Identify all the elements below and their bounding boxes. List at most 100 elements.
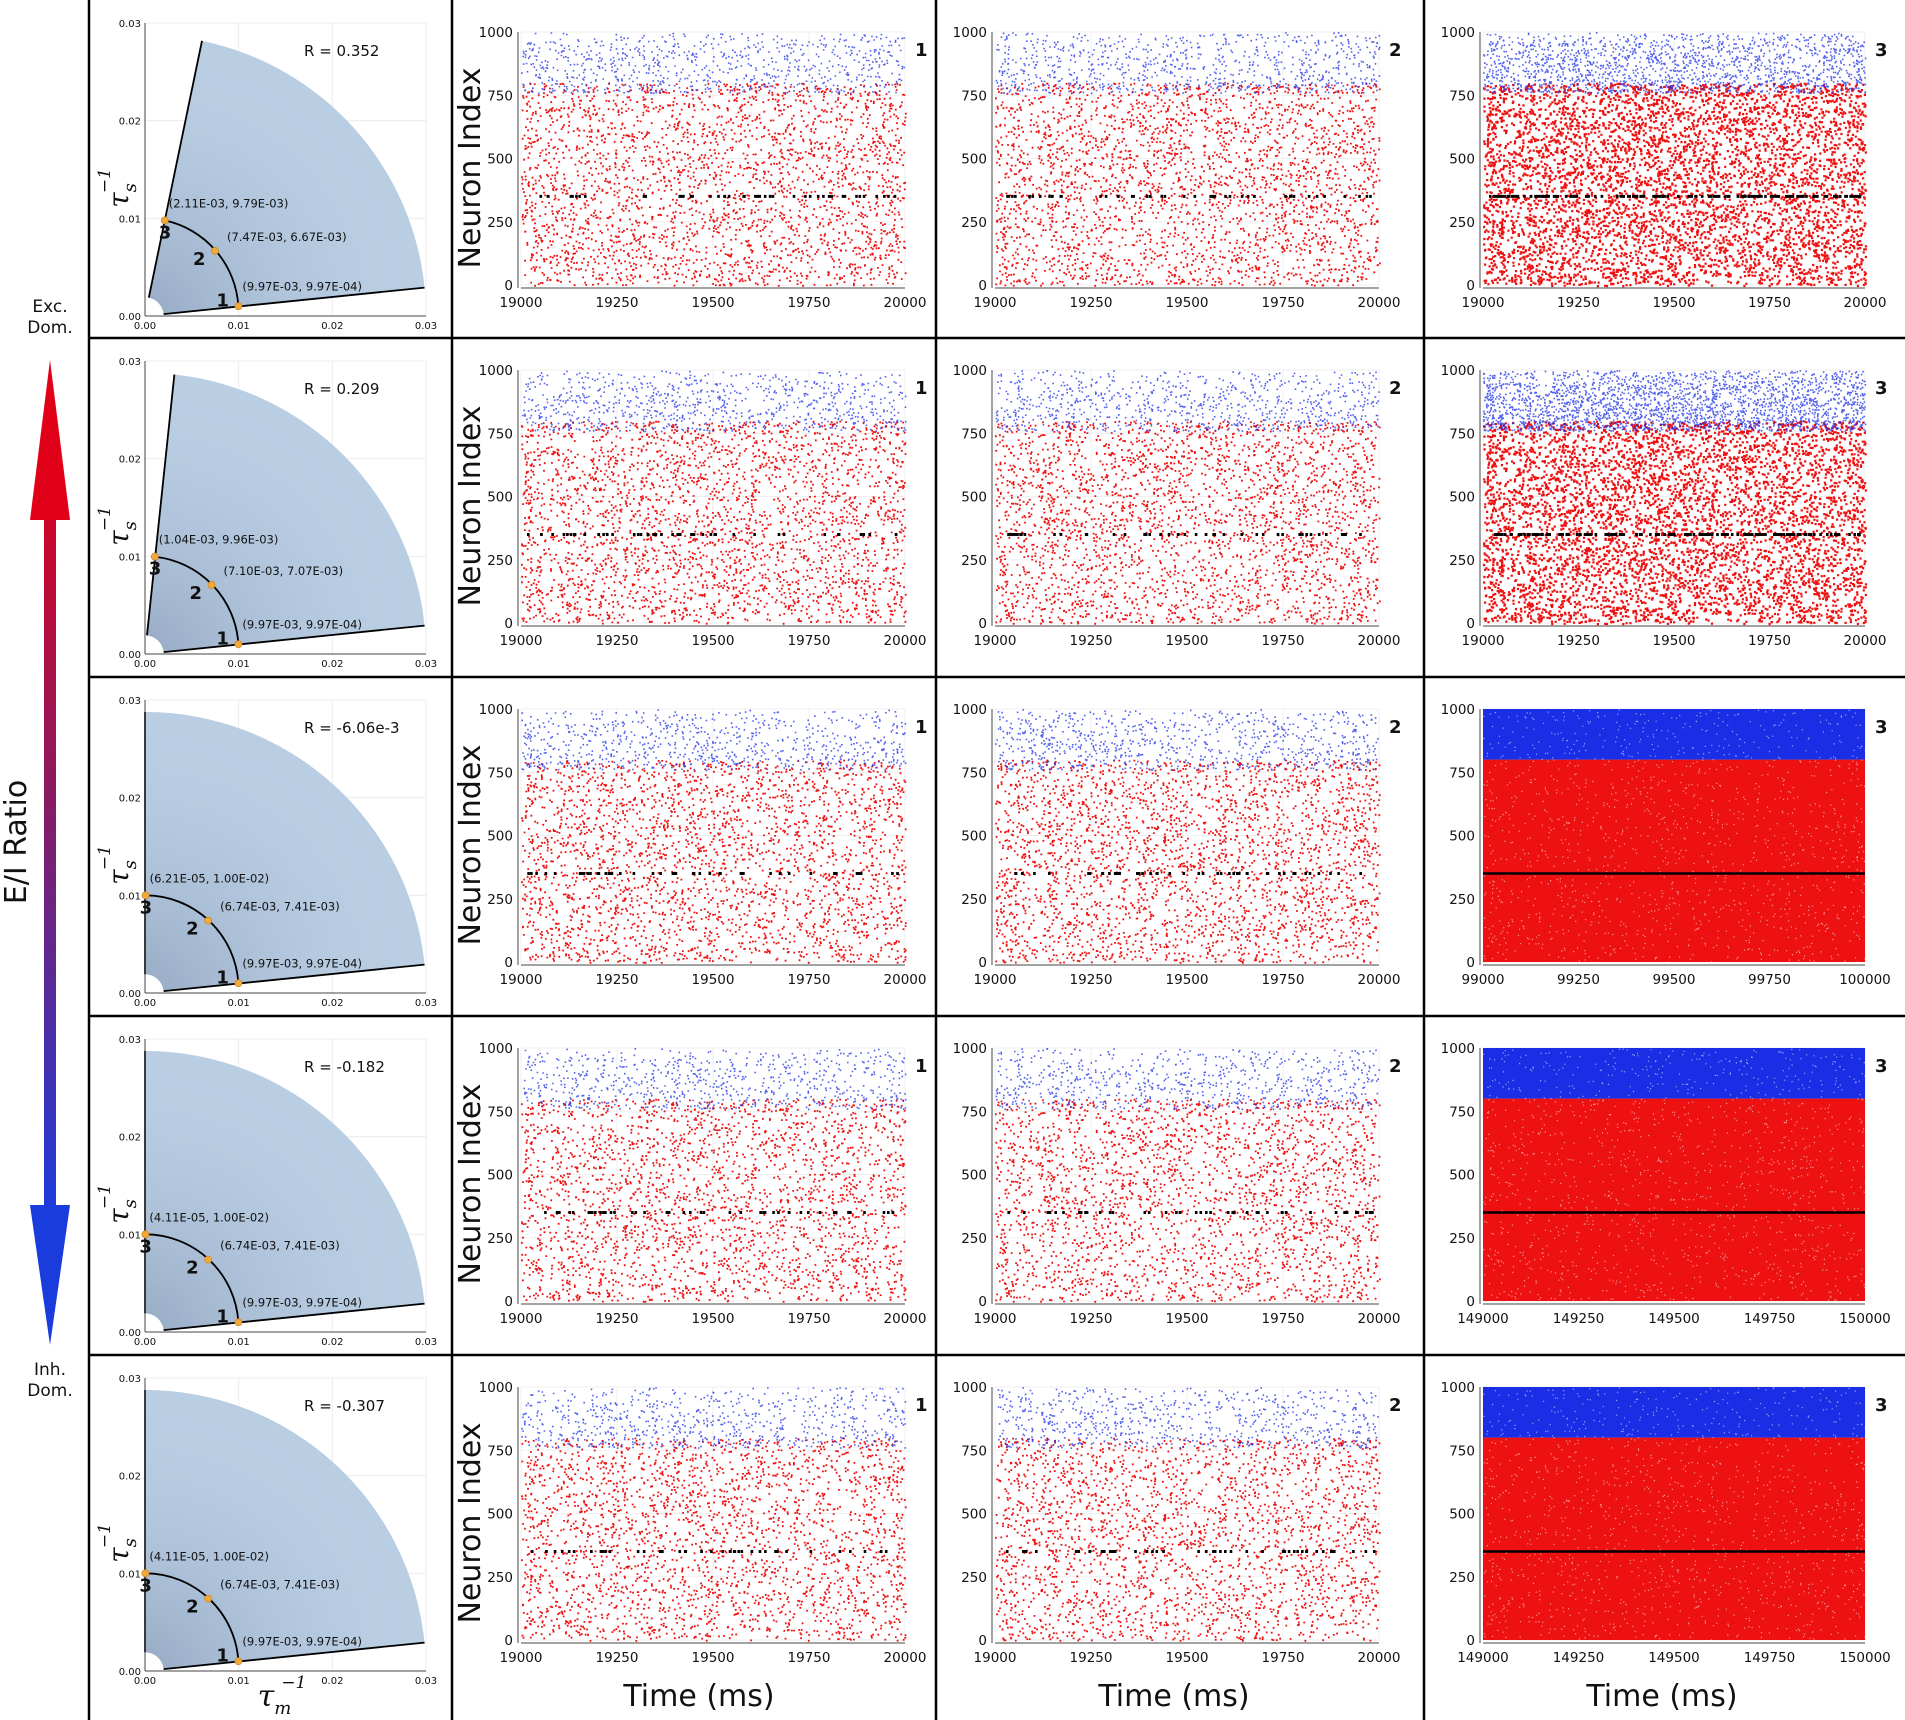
raster-xtick-label: 99500	[1653, 972, 1696, 988]
raster-xtick-label: 20000	[884, 972, 927, 988]
point-id-label: 1	[216, 1645, 229, 1666]
panel-id-label: 1	[915, 40, 928, 61]
raster-xtick-label: 19750	[1262, 1311, 1305, 1327]
raster-ylabel: Neuron Index	[453, 1083, 488, 1284]
raster-xtick-label: 20000	[1358, 972, 1401, 988]
raster-xtick-label: 19500	[692, 1650, 735, 1666]
sector-plot-row-4: 0.00 0.01 0.02 0.03 0.00 0.01 0.02 0.03 (9.97E-0…	[95, 1035, 437, 1348]
raster-plot-r2-c3: 19000 19250 19500 19750 20000 0 250 500 750 1000 3	[1441, 363, 1888, 649]
raster-xtick-label: 20000	[1358, 1311, 1401, 1327]
raster-ytick-label: 0	[504, 278, 513, 294]
panel-id-label: 3	[1875, 717, 1888, 738]
sector-ylabel-sub: s	[120, 860, 141, 869]
ei-arrow-head-up	[30, 360, 70, 520]
panel-id-label: 3	[1875, 378, 1888, 399]
tracked-neuron-spikes	[1494, 533, 1861, 536]
raster-plot-r1-c1: 19000 19250 19500 19750 20000 0 250 500 750 1000 1…	[453, 25, 928, 311]
sector-ytick-label: 0.01	[119, 1230, 141, 1241]
inhibitory-spikes	[995, 32, 1381, 95]
raster-plot-r5-c3: 149000 149250 149500 149750 150000 0 250 500 750…	[1441, 1380, 1891, 1666]
sector-plot-row-3: 0.00 0.01 0.02 0.03 0.00 0.01 0.02 0.03 (9.97E-0…	[95, 696, 437, 1009]
sector-xtick-label: 0.00	[134, 1676, 156, 1687]
sector-edge-lower	[163, 1302, 425, 1332]
raster-xtick-label: 19000	[974, 295, 1017, 311]
point-coordinate-label: (9.97E-03, 9.97E-04)	[242, 617, 362, 631]
raster-ytick-label: 250	[961, 892, 987, 908]
parameter-point-2	[204, 1594, 213, 1603]
sector-ytick-label: 0.00	[119, 989, 141, 1000]
raster-ytick-label: 1000	[479, 363, 513, 379]
point-coordinate-label: (9.97E-03, 9.97E-04)	[242, 279, 362, 293]
sector-plot-row-5: 0.00 0.01 0.02 0.03 0.00 0.01 0.02 0.03 (9.97E-0…	[95, 1374, 437, 1687]
sector-ylabel-sup: −1	[95, 506, 115, 531]
inhibitory-spikes	[523, 1048, 907, 1111]
sector-ytick-label: 0.01	[119, 552, 141, 563]
raster-xtick-label: 19000	[500, 972, 543, 988]
raster-xtick-label: 19000	[500, 1311, 543, 1327]
tracked-neuron-spikes	[539, 194, 897, 198]
sector-ytick-label: 0.03	[119, 19, 141, 30]
raster-ytick-label: 1000	[479, 702, 513, 718]
point-coordinate-label: (2.11E-03, 9.79E-03)	[169, 196, 289, 210]
excitatory-spikes	[995, 82, 1381, 287]
point-id-label: 3	[139, 1575, 152, 1596]
raster-ytick-label: 1000	[1441, 1041, 1475, 1057]
parameter-point-3	[150, 552, 159, 561]
raster-xtick-label: 20000	[884, 295, 927, 311]
point-coordinate-label: (6.74E-03, 7.41E-03)	[220, 1239, 340, 1253]
sector-xlabel: τm−1	[258, 1673, 307, 1719]
raster-ytick-label: 1000	[953, 363, 987, 379]
parameter-point-2	[204, 916, 213, 925]
raster-ytick-label: 250	[1449, 892, 1475, 908]
raster-ytick-label: 250	[961, 553, 987, 569]
raster-ytick-label: 1000	[479, 25, 513, 41]
sector-ylabel: τs −1	[95, 506, 141, 546]
raster-xtick-label: 19250	[596, 295, 639, 311]
sector-ytick-label: 0.00	[119, 1328, 141, 1339]
inhibitory-spikes	[521, 32, 905, 95]
tracked-neuron-spikes	[530, 1550, 888, 1553]
point-id-label: 3	[149, 559, 162, 580]
sector-xtick-label: 0.01	[228, 1676, 250, 1687]
raster-xtick-label: 19750	[1262, 633, 1305, 649]
tracked-neuron-spikes	[1005, 1550, 1376, 1553]
raster-plot-r4-c1: 19000 19250 19500 19750 20000 0 250 500 750 1000 1…	[453, 1041, 928, 1327]
sector-xtick-label: 0.03	[415, 1676, 437, 1687]
raster-ytick-label: 1000	[953, 1041, 987, 1057]
raster-ytick-label: 0	[504, 1294, 513, 1310]
sector-ytick-label: 0.02	[119, 794, 141, 805]
raster-plot-r1-c2: 19000 19250 19500 19750 20000 0 250 500 750 1000 2	[953, 25, 1402, 311]
raster-xtick-label: 19500	[1166, 295, 1209, 311]
point-id-label: 2	[190, 583, 203, 604]
sector-ytick-label: 0.03	[119, 357, 141, 368]
inhibitory-spikes	[995, 370, 1380, 433]
tracked-neuron-spikes	[544, 1211, 895, 1214]
sector-xtick-label: 0.03	[415, 321, 437, 332]
raster-ytick-label: 0	[1466, 1633, 1475, 1649]
sector-ylabel-base: τ	[102, 1208, 135, 1224]
parameter-point-3	[141, 1230, 150, 1239]
raster-ytick-label: 0	[978, 1633, 987, 1649]
sector-ylabel-sub: s	[120, 521, 141, 530]
inhibitory-spikes	[522, 370, 907, 433]
inhibitory-spikes	[995, 1048, 1380, 1111]
inhibitory-spikes	[521, 709, 907, 772]
raster-speckle	[1483, 1387, 1866, 1642]
parameter-point-1	[234, 979, 243, 988]
raster-xtick-label: 100000	[1839, 972, 1891, 988]
raster-xtick-label: 149000	[1457, 1650, 1509, 1666]
sector-edge-upper	[147, 40, 203, 298]
raster-ytick-label: 250	[487, 1570, 513, 1586]
parameter-point-2	[211, 246, 219, 255]
raster-ytick-label: 500	[961, 829, 987, 845]
sector-ylabel: τs −1	[95, 1523, 141, 1563]
raster-speckle	[1483, 709, 1866, 964]
raster-xtick-label: 19750	[788, 295, 831, 311]
excitatory-spikes	[521, 759, 907, 964]
sector-ylabel-base: τ	[102, 1547, 135, 1563]
correlation-label: R = -0.307	[304, 1397, 385, 1415]
raster-xtick-label: 19500	[1166, 972, 1209, 988]
tracked-neuron-spikes	[1007, 1211, 1374, 1214]
excitatory-spikes	[1483, 82, 1868, 288]
raster-xtick-label: 99250	[1557, 972, 1600, 988]
